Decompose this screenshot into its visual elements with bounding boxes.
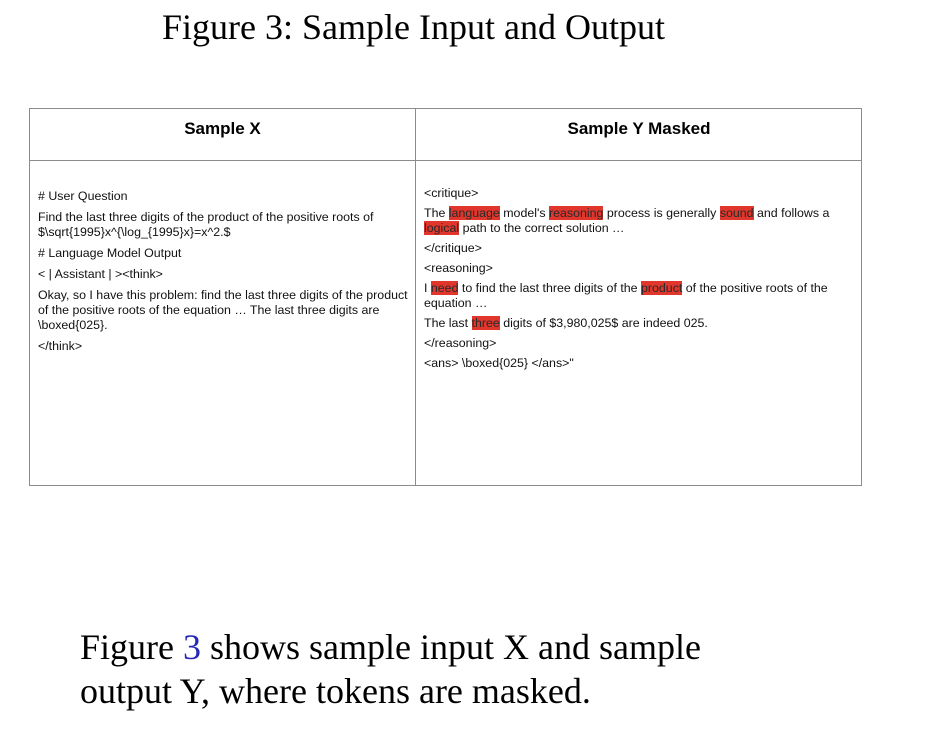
answer-line: <ans> \boxed{025} </ans>" <box>424 356 574 370</box>
masked-token: reasoning <box>549 206 604 220</box>
figure-ref-link[interactable]: 3 <box>183 627 201 667</box>
assistant-tag: < | Assistant | ><think> <box>38 267 163 281</box>
figure-caption: Figure 3 shows sample input X and sample… <box>80 625 800 713</box>
text-segment: and follows a <box>753 206 830 220</box>
text-segment: digits of $3,980,025$ are indeed 025. <box>499 316 708 330</box>
masked-token: sound <box>719 206 754 220</box>
masked-token: need <box>430 281 459 295</box>
text-segment: of the positive roots of the equation … <box>424 281 828 310</box>
text-segment: model's <box>499 206 549 220</box>
question-text: Find the last three digits of the produc… <box>38 210 418 240</box>
reasoning-text-2: The last three digits of $3,980,025$ are… <box>424 316 860 331</box>
text-segment: The <box>424 206 449 220</box>
reasoning-open-tag: <reasoning> <box>424 261 493 275</box>
figure-title: Figure 3: Sample Input and Output <box>162 7 665 47</box>
masked-token: language <box>448 206 500 220</box>
critique-open-tag: <critique> <box>424 186 479 200</box>
masked-token: logical <box>424 221 460 235</box>
text-segment: The last <box>424 316 472 330</box>
header-sample-x: Sample X <box>184 119 261 138</box>
header-sample-y-masked: Sample Y Masked <box>567 119 711 138</box>
caption-suffix: shows sample input X and sample output Y… <box>80 627 701 711</box>
caption-prefix: Figure <box>80 627 183 667</box>
masked-token: three <box>471 316 500 330</box>
question-line-1: Find the last three digits of the produc… <box>38 210 374 224</box>
sample-x-cell: # User Question Find the last three digi… <box>38 189 418 360</box>
critique-text: The language model's reasoning process i… <box>424 206 860 236</box>
question-heading: # User Question <box>38 189 128 203</box>
reasoning-text-1: I need to find the last three digits of … <box>424 281 860 311</box>
reasoning-close-tag: </reasoning> <box>424 336 497 350</box>
text-segment: I <box>424 281 431 295</box>
text-segment: path to the correct solution … <box>459 221 625 235</box>
critique-close-tag: </critique> <box>424 241 482 255</box>
think-close-tag: </think> <box>38 339 83 353</box>
masked-token: product <box>641 281 683 295</box>
header-divider <box>30 160 861 161</box>
output-heading: # Language Model Output <box>38 246 182 260</box>
column-divider <box>415 109 416 485</box>
text-segment: to find the last three digits of the <box>458 281 641 295</box>
question-line-2: $\sqrt{1995}x^{\log_{1995}x}=x^2.$ <box>38 225 231 239</box>
text-segment: process is generally <box>603 206 720 220</box>
sample-y-cell: <critique> The language model's reasonin… <box>424 186 860 376</box>
output-text: Okay, so I have this problem: find the l… <box>38 288 408 332</box>
sample-table: Sample X Sample Y Masked # User Question… <box>29 108 862 486</box>
